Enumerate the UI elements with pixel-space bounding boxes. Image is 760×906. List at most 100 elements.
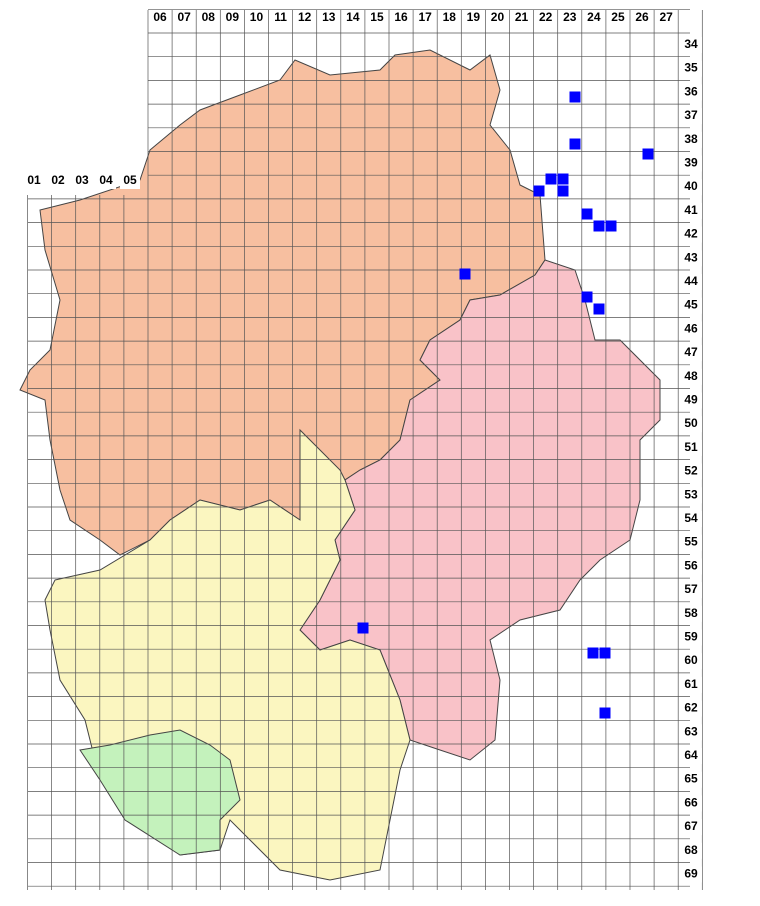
label-bg: [439, 10, 460, 26]
row-label: 61: [684, 677, 698, 691]
label-bg: [680, 108, 702, 125]
label-bg: [680, 392, 702, 409]
row-label: 38: [684, 132, 698, 146]
column-label: 11: [274, 10, 287, 24]
label-bg: [391, 10, 412, 26]
label-bg: [246, 10, 267, 26]
label-bg: [680, 84, 702, 101]
occurrences: [357, 91, 654, 719]
label-bg: [680, 511, 702, 527]
row-label: 39: [684, 156, 698, 170]
label-bg: [680, 771, 702, 788]
row-label: 35: [684, 61, 698, 75]
label-bg: [680, 345, 702, 362]
left-label: 01: [27, 173, 41, 187]
label-bg: [487, 10, 508, 26]
column-label: 23: [563, 10, 577, 24]
label-bg: [607, 10, 628, 26]
row-label: 37: [684, 108, 698, 122]
label-bg: [415, 10, 436, 26]
label-bg: [680, 700, 702, 717]
column-label: 25: [611, 10, 625, 24]
row-label: 49: [684, 393, 698, 407]
column-label: 21: [515, 10, 529, 24]
label-bg: [583, 10, 604, 26]
row-label: 41: [684, 203, 698, 217]
column-label: 22: [539, 10, 553, 24]
label-bg: [680, 439, 702, 456]
label-bg: [680, 226, 702, 243]
label-bg: [680, 368, 702, 385]
label-bg: [680, 534, 702, 551]
state-saarland: [79, 729, 241, 856]
label-bg: [680, 582, 702, 599]
row-label: 36: [684, 84, 698, 98]
occurrence-cell: [593, 303, 605, 315]
row-label: 42: [684, 227, 698, 241]
column-label: 10: [250, 10, 264, 24]
label-bg: [342, 10, 363, 26]
label-bg: [680, 416, 702, 433]
column-label: 16: [394, 10, 408, 24]
row-label: 62: [684, 701, 698, 715]
label-bg: [72, 173, 92, 189]
row-label: 55: [684, 535, 698, 549]
row-label: 69: [684, 867, 698, 881]
label-bg: [150, 10, 171, 26]
column-label: 15: [370, 10, 384, 24]
row-label: 47: [684, 345, 698, 359]
row-label: 64: [684, 748, 698, 762]
label-bg: [680, 297, 702, 314]
occurrence-cell: [357, 622, 369, 634]
occurrence-cell: [557, 173, 569, 185]
row-label: 57: [684, 582, 698, 596]
row-label: 65: [684, 772, 698, 786]
label-bg: [680, 131, 702, 148]
row-label: 54: [684, 511, 698, 525]
column-label: 13: [322, 10, 336, 24]
row-label: 68: [684, 843, 698, 857]
label-bg: [680, 179, 702, 196]
column-label: 19: [467, 10, 481, 24]
label-bg: [656, 10, 677, 26]
column-label: 08: [202, 10, 216, 24]
label-bg: [680, 605, 702, 622]
label-bg: [680, 155, 702, 172]
row-label: 50: [684, 416, 698, 430]
label-bg: [680, 558, 702, 575]
row-label: 67: [684, 819, 698, 833]
column-label: 06: [153, 10, 167, 24]
occurrence-cell: [587, 647, 599, 659]
row-label: 46: [684, 321, 698, 335]
label-bg: [559, 10, 580, 26]
label-bg: [680, 202, 702, 219]
label-bg: [120, 173, 140, 189]
left-label: 04: [99, 173, 113, 187]
row-label: 45: [684, 298, 698, 312]
label-bg: [680, 487, 702, 504]
column-label: 14: [346, 10, 360, 24]
label-bg: [680, 274, 702, 290]
row-label: 43: [684, 250, 698, 264]
left-label: 03: [75, 173, 89, 187]
occurrence-cell: [605, 220, 617, 232]
label-bg: [222, 10, 243, 26]
label-bg: [318, 10, 339, 26]
occurrence-cell: [533, 185, 545, 197]
row-label: 59: [684, 630, 698, 644]
label-bg: [48, 173, 68, 189]
occurrence-cell: [459, 268, 471, 280]
label-bg: [680, 37, 702, 53]
label-bg: [511, 10, 532, 26]
label-bg: [680, 842, 702, 859]
occurrence-cell: [599, 707, 611, 719]
occurrence-cell: [581, 208, 593, 220]
row-label: 63: [684, 724, 698, 738]
occurrence-cell: [581, 291, 593, 303]
label-bg: [680, 60, 702, 77]
label-bg: [680, 724, 702, 741]
grid: [27, 8, 703, 890]
left-label: 02: [51, 173, 65, 187]
